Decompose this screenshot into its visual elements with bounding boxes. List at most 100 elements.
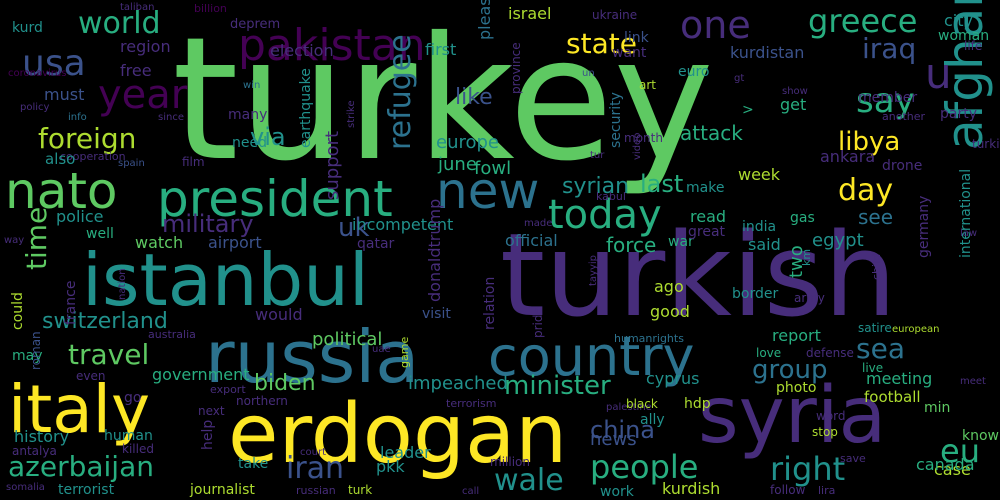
- word-photo: photo: [776, 380, 816, 396]
- word-pakistan: pakistan: [238, 20, 426, 71]
- word-un: un: [582, 68, 595, 79]
- word-follow: follow: [770, 483, 806, 497]
- word-june: june: [437, 154, 477, 175]
- word-fowl: fowl: [474, 158, 511, 179]
- word-police: police: [56, 207, 103, 226]
- word-see: see: [858, 205, 893, 229]
- word-journalist: journalist: [189, 482, 255, 498]
- word-word: word: [816, 409, 846, 423]
- word-city: city: [944, 11, 973, 30]
- word-stop: stop: [812, 425, 838, 439]
- word-football: football: [864, 388, 921, 406]
- word-life: life: [964, 39, 982, 53]
- word-syria: syria: [698, 371, 886, 461]
- word-make: make: [686, 180, 724, 196]
- word-switzerland: switzerland: [42, 309, 168, 334]
- word-humanrights: humanrights: [614, 332, 684, 345]
- word-russian: russian: [296, 484, 336, 497]
- word-visit: visit: [422, 306, 451, 322]
- word-border: border: [732, 286, 778, 302]
- word-qatar: qatar: [357, 236, 395, 252]
- word-canada: canada: [916, 455, 975, 474]
- word-russia: russia: [205, 315, 419, 399]
- word-new: new: [436, 162, 539, 220]
- word-get: get: [780, 95, 806, 114]
- word-could: could: [10, 292, 26, 330]
- word-billion: billion: [194, 2, 227, 15]
- word-region: region: [120, 37, 171, 56]
- word-support: support: [322, 131, 343, 200]
- word-incompetent: incompetent: [352, 215, 453, 234]
- word-policy: policy: [20, 102, 50, 113]
- word-turk: turk: [348, 483, 372, 497]
- word-like: like: [455, 85, 493, 110]
- word-minister: minister: [504, 371, 611, 401]
- word-war: war: [668, 234, 694, 250]
- word-hdp: hdp: [684, 396, 711, 412]
- word-win: win: [243, 80, 260, 91]
- word-million: million: [490, 455, 530, 469]
- word-case: case: [934, 460, 971, 479]
- word-country: country: [488, 325, 695, 388]
- word-airport: airport: [208, 233, 262, 252]
- word-week: week: [738, 165, 781, 184]
- word-impeached: impeached: [408, 373, 508, 394]
- word-nato: nato: [5, 162, 118, 220]
- word-ankara: ankara: [820, 147, 875, 166]
- word-meet: meet: [960, 376, 986, 387]
- word-even: even: [76, 369, 105, 383]
- word-news: news: [590, 429, 637, 450]
- word-uk: uk: [338, 213, 370, 243]
- word-strike: strike: [346, 100, 357, 128]
- word-party: party: [940, 106, 977, 122]
- word-show: show: [782, 86, 808, 97]
- word-leader: leader: [380, 443, 431, 462]
- word-report: report: [772, 326, 821, 345]
- word-syrian: syrian: [562, 174, 629, 199]
- word-said: said: [748, 235, 781, 254]
- word-attack: attack: [680, 121, 743, 145]
- word-watch: watch: [135, 233, 183, 252]
- word-may: may: [12, 348, 43, 364]
- word-via: via: [250, 123, 286, 151]
- word-earthquake: earthquake: [298, 68, 314, 148]
- word-afghanistan: afghanistan: [936, 0, 994, 150]
- word-first: first: [425, 40, 456, 59]
- word-antalya: antalya: [12, 444, 57, 458]
- word-next: next: [198, 404, 225, 418]
- word-good: good: [650, 302, 690, 321]
- word-court: court: [300, 447, 326, 458]
- word-save: save: [840, 452, 866, 465]
- word-drone: drone: [882, 158, 922, 174]
- word-member: member: [858, 90, 917, 106]
- word-month: month: [624, 131, 663, 145]
- word-two: two: [786, 245, 807, 278]
- word-foreign: foreign: [38, 122, 136, 155]
- word-link: link: [624, 30, 650, 46]
- word-satire: satire: [858, 321, 892, 335]
- word-another: another: [882, 110, 925, 123]
- word-world: world: [78, 6, 161, 41]
- word-one: one: [680, 3, 751, 47]
- word-president: president: [157, 170, 393, 228]
- word-right: right: [770, 450, 845, 488]
- word-lira: lira: [818, 484, 835, 497]
- word-would: would: [255, 305, 303, 324]
- word-kurdish: kurdish: [662, 479, 720, 498]
- word-kurdistan: kurdistan: [730, 43, 804, 62]
- word-france: france: [63, 281, 79, 325]
- word-cooperation: cooperation: [60, 150, 126, 163]
- word-biden: biden: [254, 371, 316, 396]
- word-nation: nation: [117, 268, 128, 300]
- word-gas: gas: [790, 210, 815, 226]
- word-pkk: pkk: [376, 457, 405, 476]
- word-deprem: deprem: [230, 17, 280, 32]
- word-election: election: [270, 41, 334, 60]
- word-usa: usa: [22, 43, 86, 84]
- word-euro: euro: [678, 64, 710, 80]
- word-well: well: [86, 226, 114, 242]
- word-ago: ago: [654, 277, 684, 296]
- word-help: help: [200, 420, 216, 450]
